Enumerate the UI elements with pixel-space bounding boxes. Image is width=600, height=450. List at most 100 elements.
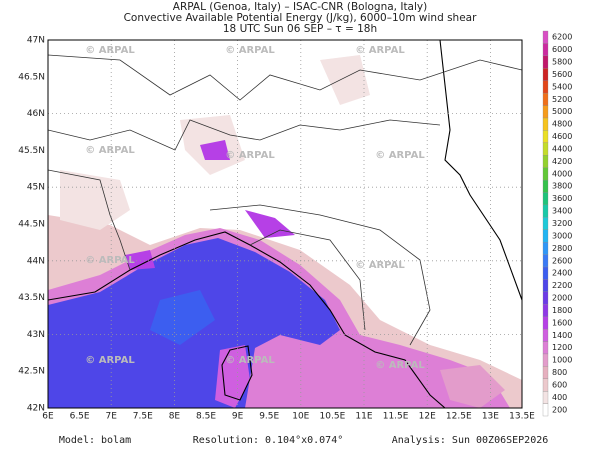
colorbar-label: 5400: [552, 82, 572, 91]
lon-label: 10.5E: [320, 412, 346, 422]
colorbar-label: 200: [552, 405, 567, 414]
lon-label: 12.5E: [446, 412, 472, 422]
colorbar-label: 6200: [552, 33, 572, 42]
colorbar-label: 5200: [552, 95, 572, 104]
lon-label: 8E: [169, 412, 181, 422]
lat-label: 46.5N: [18, 72, 45, 82]
colorbar-swatch: [542, 204, 549, 218]
title-line: ARPAL (Genoa, Italy) – ISAC-CNR (Bologna…: [173, 1, 427, 13]
colorbar-label: 3400: [552, 207, 572, 216]
lon-label: 11.5E: [383, 412, 409, 422]
lon-label: 7.5E: [133, 412, 153, 422]
lon-label: 13.5E: [509, 412, 535, 422]
colorbar-swatch: [542, 266, 549, 280]
lat-label: 45N: [27, 183, 45, 193]
watermark: © ARPAL: [225, 45, 275, 56]
footer-resolution: Resolution: 0.104°x0.074°: [193, 435, 344, 446]
lon-label: 9E: [232, 412, 244, 422]
colorbar-swatch: [542, 217, 549, 230]
watermark: © ARPAL: [85, 145, 135, 156]
colorbar-label: 600: [552, 380, 567, 389]
colorbar-swatch: [542, 155, 549, 168]
colorbar-swatch: [542, 55, 549, 69]
title-line: Convective Available Potential Energy (J…: [124, 12, 478, 24]
colorbar-swatch: [542, 403, 549, 417]
footer-model: Model: bolam: [59, 435, 131, 446]
watermark: © ARPAL: [375, 150, 425, 161]
map-frame: [47, 39, 523, 409]
colorbar-label: 4600: [552, 132, 572, 141]
colorbar-swatch: [542, 304, 549, 317]
colorbar-label: 2600: [552, 256, 572, 265]
colorbar-swatch: [542, 30, 549, 44]
colorbar-label: 4400: [552, 144, 572, 153]
colorbar-label: 3200: [552, 219, 572, 228]
lon-label: 6E: [42, 412, 54, 422]
colorbar-swatch: [542, 366, 549, 379]
colorbar-label: 1600: [552, 318, 572, 327]
colorbar-swatch: [542, 130, 549, 143]
watermark: © ARPAL: [85, 45, 135, 56]
watermark: © ARPAL: [85, 355, 135, 366]
colorbar-label: 1400: [552, 331, 572, 340]
colorbar-label: 3800: [552, 182, 572, 191]
colorbar-swatch: [542, 241, 549, 255]
lon-label: 11E: [355, 412, 372, 422]
colorbar-label: 2000: [552, 294, 572, 303]
colorbar-swatch: [542, 353, 549, 367]
colorbar-swatch: [542, 80, 549, 94]
colorbar-label: 3000: [552, 231, 572, 240]
title-line: 18 UTC Sun 06 SEP – τ = 18h: [223, 23, 377, 35]
colorbar-swatch: [542, 92, 549, 106]
lon-label: 13E: [482, 412, 499, 422]
lat-label: 47N: [27, 36, 45, 46]
lon-label: 7E: [105, 412, 117, 422]
colorbar-label: 800: [552, 368, 567, 377]
lat-label: 45.5N: [18, 146, 45, 156]
lat-label: 42.5N: [18, 367, 45, 377]
lon-label: 8.5E: [196, 412, 216, 422]
colorbar-swatch: [542, 279, 549, 292]
colorbar-swatch: [542, 43, 549, 56]
lat-label: 42N: [27, 404, 45, 414]
colorbar-swatch: [542, 378, 549, 392]
footer-analysis: Analysis: Sun 00Z06SEP2026: [392, 435, 549, 446]
colorbar-swatch: [542, 291, 549, 305]
lat-label: 43N: [27, 330, 45, 340]
colorbar-swatch: [542, 192, 549, 206]
lon-label: 6.5E: [70, 412, 90, 422]
colorbar-swatch: [542, 117, 549, 131]
colorbar-label: 4800: [552, 120, 572, 129]
colorbar-label: 6000: [552, 45, 572, 54]
colorbar-swatch: [542, 254, 549, 268]
colorbar-label: 400: [552, 393, 567, 402]
lon-label: 12E: [419, 412, 436, 422]
colorbar-swatch: [542, 316, 549, 330]
colorbar-label: 1000: [552, 356, 572, 365]
colorbar-label: 5800: [552, 58, 572, 67]
lat-label: 46N: [27, 109, 45, 119]
lon-label: 9.5E: [259, 412, 279, 422]
watermark: © ARPAL: [375, 360, 425, 371]
colorbar-swatch: [542, 105, 549, 119]
lat-label: 43.5N: [18, 293, 45, 303]
colorbar-label: 1200: [552, 343, 572, 352]
colorbar-swatch: [542, 229, 549, 243]
watermark: © ARPAL: [85, 255, 135, 266]
lon-label: 10E: [292, 412, 309, 422]
colorbar-label: 5600: [552, 70, 572, 79]
colorbar-swatch: [542, 391, 549, 404]
colorbar-swatch: [542, 142, 549, 156]
colorbar-swatch: [542, 167, 549, 181]
colorbar-label: 2400: [552, 269, 572, 278]
colorbar-label: 2200: [552, 281, 572, 290]
watermark: © ARPAL: [225, 150, 275, 161]
colorbar-label: 3600: [552, 194, 572, 203]
colorbar-label: 5000: [552, 107, 572, 116]
lat-label: 44.5N: [18, 220, 45, 230]
watermark: © ARPAL: [355, 45, 405, 56]
colorbar-swatch: [542, 341, 549, 355]
colorbar-label: 2800: [552, 244, 572, 253]
colorbar-label: 4000: [552, 169, 572, 178]
